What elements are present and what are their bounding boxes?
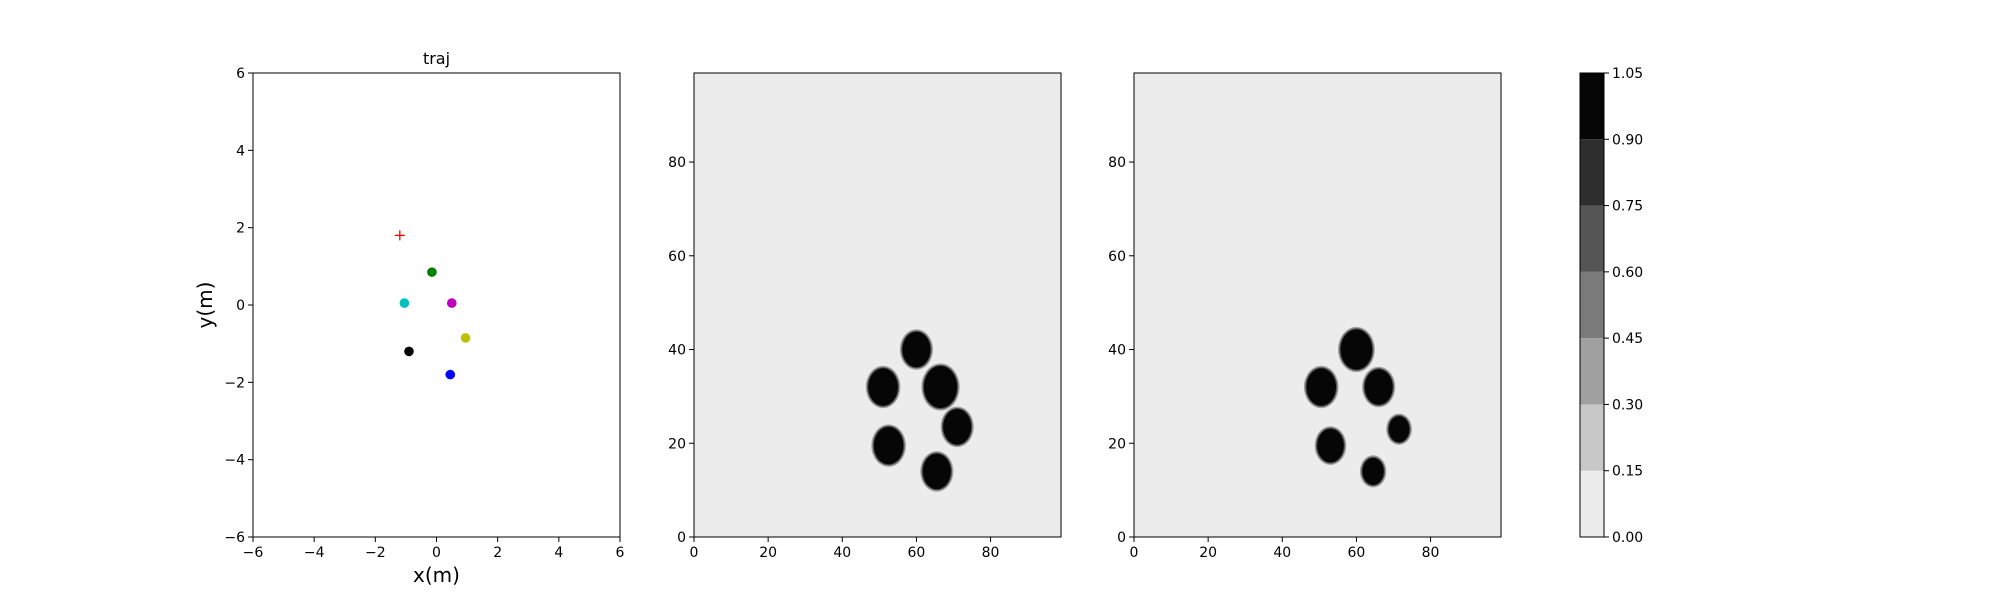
trajectory-x-tick-label: 0 [432, 545, 441, 561]
heatmap-1-x-ticks: 0 20 40 60 80 [690, 537, 1000, 561]
agent-point [399, 298, 410, 308]
colorbar-ticks: 0.00 0.15 0.30 0.45 0.60 0.75 0.90 1.05 [1604, 66, 1643, 546]
heatmap-2-x-tick-label: 80 [1422, 545, 1440, 561]
colorbar-band [1580, 338, 1604, 405]
trajectory-plot-area [253, 73, 620, 537]
heatmap-2-y-tick-label: 60 [1108, 249, 1126, 265]
colorbar-tick-label: 0.75 [1612, 199, 1643, 215]
trajectory-plot: −6 −4 −2 0 2 4 6 −6 −4 −2 0 2 4 6 traj x(m) y(m) [193, 49, 625, 587]
trajectory-y-axis-label: y(m) [193, 282, 217, 329]
colorbar-tick-label: 0.60 [1612, 265, 1643, 281]
trajectory-x-tick-label: −6 [243, 545, 264, 561]
trajectory-x-ticks: −6 −4 −2 0 2 4 6 [243, 537, 625, 561]
occupancy-blob [865, 365, 901, 409]
heatmap-2-x-tick-label: 60 [1348, 545, 1366, 561]
occupancy-blob [899, 329, 934, 370]
colorbar-band [1580, 271, 1604, 339]
colorbar-tick-label: 0.30 [1612, 397, 1643, 413]
heatmap-1-y-tick-label: 40 [668, 343, 686, 359]
occupancy-blob [940, 406, 974, 448]
trajectory-y-tick-label: 0 [236, 298, 245, 314]
colorbar-tick-label: 0.00 [1612, 530, 1643, 546]
heatmap-plot-1: 0 20 40 60 80 0 20 40 60 80 [668, 72, 1062, 561]
agent-point [404, 346, 414, 357]
agent-point [446, 298, 457, 308]
trajectory-x-tick-label: −2 [365, 545, 386, 561]
trajectory-y-tick-label: −2 [224, 375, 245, 391]
heatmap-1-y-ticks: 0 20 40 60 80 [668, 155, 694, 546]
colorbar-tick-label: 0.15 [1612, 464, 1643, 480]
agent-point [460, 333, 471, 343]
heatmap-1-y-tick-label: 60 [668, 249, 686, 265]
heatmap-1-x-tick-label: 20 [759, 545, 777, 561]
heatmap-1-frame [693, 72, 1062, 538]
trajectory-y-ticks: −6 −4 −2 0 2 4 6 [224, 66, 253, 546]
heatmap-1-x-tick-label: 40 [833, 545, 851, 561]
trajectory-points [394, 230, 471, 380]
occupancy-blob [921, 363, 960, 411]
heatmap-1-x-tick-label: 0 [690, 545, 699, 561]
heatmap-1-regions [865, 329, 974, 492]
heatmap-2-x-tick-label: 0 [1130, 545, 1139, 561]
colorbar: 0.00 0.15 0.30 0.45 0.60 0.75 0.90 1.05 [1579, 66, 1643, 546]
heatmap-2-y-tick-label: 80 [1108, 155, 1126, 171]
colorbar-band [1580, 139, 1604, 206]
heatmap-1-y-tick-label: 80 [668, 155, 686, 171]
occupancy-blob [871, 424, 906, 467]
colorbar-frame [1579, 72, 1605, 538]
trajectory-x-axis-label: x(m) [413, 563, 460, 587]
trajectory-x-tick-label: 6 [616, 545, 625, 561]
heatmap-2-background [1134, 73, 1501, 537]
heatmap-2-y-tick-label: 40 [1108, 343, 1126, 359]
heatmap-1-y-tick-label: 20 [668, 436, 686, 452]
colorbar-tick-label: 1.05 [1612, 66, 1643, 82]
heatmap-2-y-tick-label: 20 [1108, 436, 1126, 452]
trajectory-x-tick-label: 2 [493, 545, 502, 561]
heatmap-2-regions [1303, 326, 1412, 488]
heatmap-1-x-tick-label: 60 [908, 545, 926, 561]
trajectory-x-tick-label: 4 [554, 545, 563, 561]
occupancy-blob [920, 451, 954, 492]
trajectory-y-tick-label: 2 [236, 221, 245, 237]
occupancy-blob [1337, 326, 1375, 373]
colorbar-band [1580, 205, 1604, 272]
heatmap-1-background [694, 73, 1061, 537]
trajectory-frame [252, 72, 621, 538]
heatmap-2-x-tick-label: 40 [1273, 545, 1291, 561]
colorbar-band [1580, 404, 1604, 471]
occupancy-blob [1362, 366, 1396, 408]
trajectory-y-tick-label: 4 [236, 143, 245, 159]
colorbar-bands [1580, 73, 1604, 537]
trajectory-y-tick-label: −4 [224, 453, 245, 469]
occupancy-blob [1386, 413, 1412, 445]
heatmap-2-y-ticks: 0 20 40 60 80 [1108, 155, 1134, 546]
trajectory-y-tick-label: −6 [224, 530, 245, 546]
heatmap-2-y-tick-label: 0 [1117, 530, 1126, 546]
trajectory-title: traj [423, 49, 450, 68]
agent-point [427, 267, 437, 277]
heatmap-1-y-tick-label: 0 [677, 530, 686, 546]
heatmap-1-x-tick-label: 80 [982, 545, 1000, 561]
heatmap-2-frame [1133, 72, 1502, 538]
colorbar-band [1580, 470, 1604, 537]
occupancy-blob [1314, 426, 1347, 465]
colorbar-tick-label: 0.90 [1612, 132, 1643, 148]
heatmap-2-x-ticks: 0 20 40 60 80 [1130, 537, 1440, 561]
goal-marker [394, 230, 405, 241]
trajectory-x-tick-label: −4 [304, 545, 325, 561]
occupancy-blob [1359, 455, 1387, 488]
heatmap-2-x-tick-label: 20 [1199, 545, 1217, 561]
agent-point [445, 369, 456, 380]
colorbar-band [1580, 73, 1604, 140]
occupancy-blob [1303, 365, 1339, 409]
colorbar-tick-label: 0.45 [1612, 331, 1643, 347]
trajectory-y-tick-label: 6 [236, 66, 245, 82]
heatmap-plot-2: 0 20 40 60 80 0 20 40 60 80 [1108, 72, 1502, 561]
